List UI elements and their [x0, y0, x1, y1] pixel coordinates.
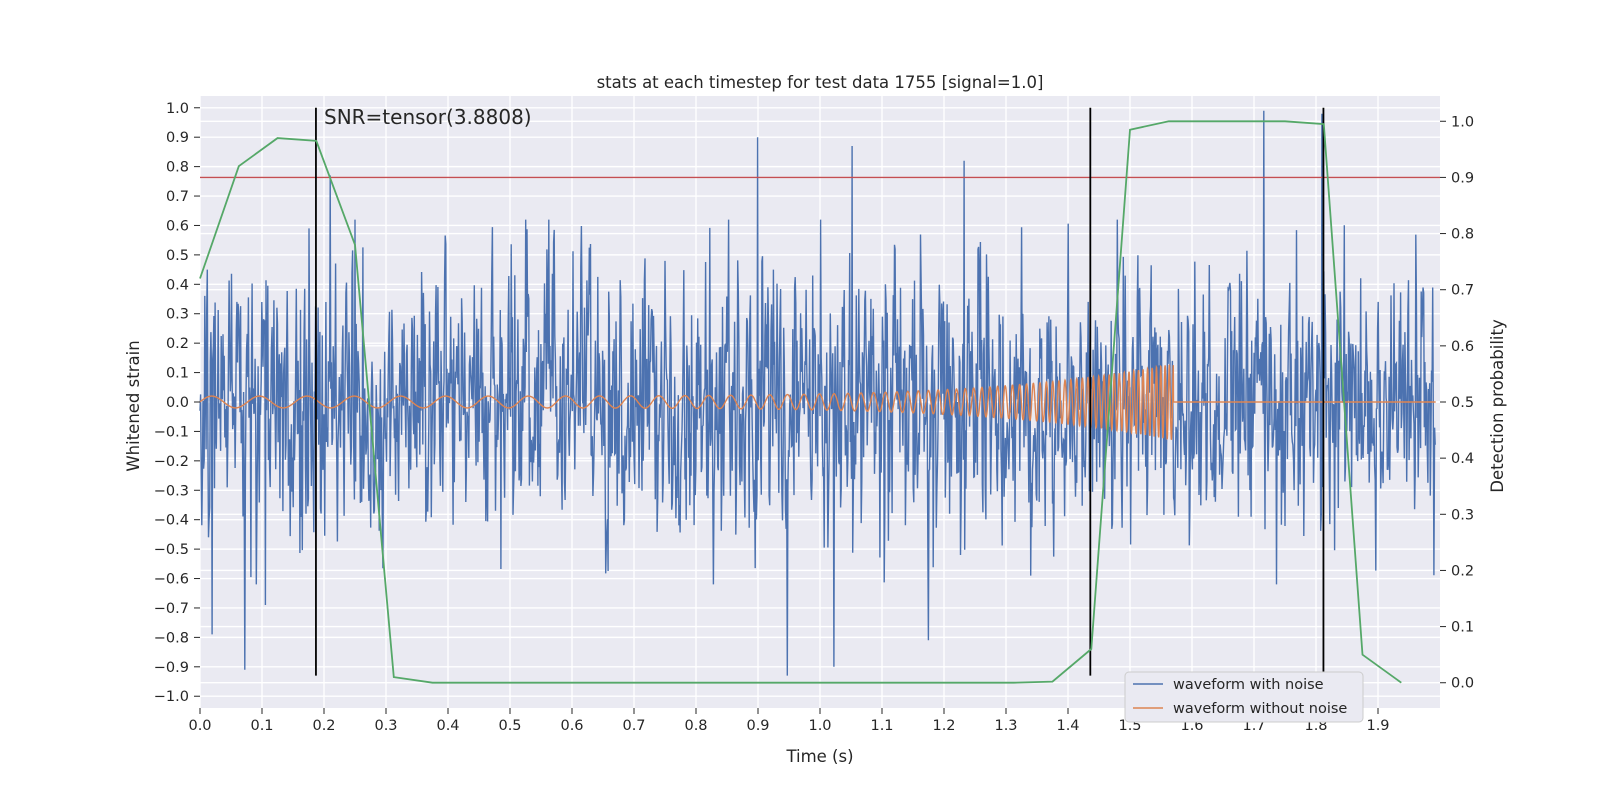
y-tick-label: 1.0 — [166, 101, 189, 117]
y-tick-label: 0.8 — [166, 160, 189, 176]
x-tick-label: 1.1 — [870, 718, 893, 734]
x-tick-label: 0.2 — [312, 718, 335, 734]
y2-tick-label: 0.9 — [1451, 170, 1474, 186]
x-tick-label: 1.9 — [1366, 718, 1389, 734]
y-tick-label: −0.9 — [154, 660, 189, 676]
series-line-waveform-with-noise — [199, 110, 1436, 676]
y2-tick-label: 0.4 — [1451, 451, 1474, 467]
y-tick-label: −0.8 — [154, 630, 189, 646]
y-tick-label: −0.1 — [154, 424, 189, 440]
y2-tick-label: 0.8 — [1451, 227, 1474, 243]
y-tick-label: 0.0 — [166, 395, 189, 411]
y2-tick-label: 0.2 — [1451, 563, 1474, 579]
y-tick-label: 0.7 — [166, 189, 189, 205]
x-tick-label: 0.6 — [560, 718, 583, 734]
x-tick-label: 0.5 — [498, 718, 521, 734]
x-tick-label: 0.7 — [622, 718, 645, 734]
y-tick-label: −0.4 — [154, 513, 189, 529]
y-tick-label: −0.6 — [154, 572, 189, 588]
y-tick-label: 0.4 — [166, 277, 189, 293]
x-tick-label: 0.9 — [746, 718, 769, 734]
x-tick-label: 1.3 — [994, 718, 1017, 734]
y2-axis-ticks: 1.0 0.9 0.8 0.7 0.6 0.5 0.4 0.3 0.2 0.1 0.0 — [1440, 114, 1474, 692]
y2-tick-label: 0.6 — [1451, 339, 1474, 355]
y-tick-label: −0.7 — [154, 601, 189, 617]
x-axis-ticks: 0.0 0.1 0.2 0.3 0.4 0.5 0.6 0.7 0.8 0.9 1.0 1.1 1.2 1… — [188, 708, 1390, 734]
y2-tick-label: 0.5 — [1451, 395, 1474, 411]
y-tick-label: 0.3 — [166, 307, 189, 323]
y2-tick-label: 0.7 — [1451, 283, 1474, 299]
snr-annotation: SNR=tensor(3.8808) — [324, 105, 532, 129]
y2-tick-label: 1.0 — [1451, 114, 1474, 130]
x-tick-label: 0.3 — [374, 718, 397, 734]
x-tick-label: 1.4 — [1056, 718, 1079, 734]
chart-title: stats at each timestep for test data 175… — [597, 73, 1044, 92]
x-tick-label: 1.0 — [808, 718, 831, 734]
y-tick-label: 0.9 — [166, 130, 189, 146]
legend-box — [1124, 671, 1364, 723]
y-tick-label: −0.3 — [154, 483, 189, 499]
y-tick-label: 0.5 — [166, 248, 189, 264]
x-tick-label: 0.1 — [250, 718, 273, 734]
y-tick-label: −0.5 — [154, 542, 189, 558]
x-tick-label: 0.4 — [436, 718, 459, 734]
legend: waveform with noise waveform without noi… — [1124, 671, 1364, 723]
y-tick-label: −1.0 — [154, 689, 189, 705]
y-axis-ticks: 1.0 0.9 0.8 0.7 0.6 0.5 0.4 0.3 0.2 0.1 0.0 −0.1 −0.… — [154, 101, 200, 705]
y-axis-label: Whitened strain — [124, 340, 143, 471]
vertical-markers — [315, 107, 1325, 676]
y-tick-label: −0.2 — [154, 454, 189, 470]
x-tick-label: 0.0 — [188, 718, 211, 734]
plot-area — [199, 107, 1440, 684]
y2-tick-label: 0.3 — [1451, 507, 1474, 523]
y-tick-label: 0.1 — [166, 366, 189, 382]
y-tick-label: 0.2 — [166, 336, 189, 352]
y-tick-label: 0.6 — [166, 218, 189, 234]
y2-tick-label: 0.0 — [1451, 676, 1474, 692]
legend-label-waveform-with-noise: waveform with noise — [1173, 677, 1324, 693]
series-line-detection-probability — [199, 120, 1402, 684]
y2-axis-label: Detection probability — [1488, 319, 1507, 493]
x-tick-label: 0.8 — [684, 718, 707, 734]
series-line-waveform-without-noise — [199, 364, 1436, 441]
x-tick-label: 1.2 — [932, 718, 955, 734]
legend-label-waveform-without-noise: waveform without noise — [1173, 701, 1347, 717]
y2-tick-label: 0.1 — [1451, 620, 1474, 636]
x-axis-label: Time (s) — [785, 747, 853, 766]
